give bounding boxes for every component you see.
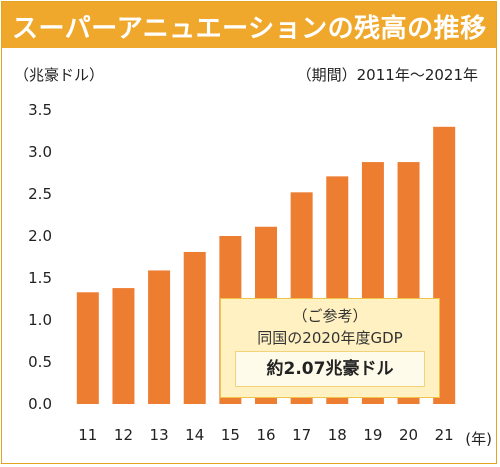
x-tick-label: 12 (114, 426, 133, 444)
x-tick-label: 15 (221, 426, 240, 444)
x-tick-label: 16 (256, 426, 275, 444)
bar-12 (112, 288, 135, 404)
y-axis-unit-label: （兆豪ドル） (14, 66, 105, 84)
bar-13 (148, 270, 171, 404)
x-tick-label: 14 (185, 426, 204, 444)
y-tick-label: 3.5 (28, 101, 52, 119)
gdp-note-box: （ご参考） 同国の2020年度GDP 約2.07兆豪ドル (220, 298, 440, 398)
chart-title: スーパーアニュエーションの残高の推移 (12, 14, 487, 44)
y-tick-label: 0.0 (28, 395, 52, 413)
period-label: （期間）2011年～2021年 (296, 66, 478, 84)
bar-11 (76, 292, 99, 404)
note-gdp-value: 約2.07兆豪ドル (235, 351, 425, 387)
x-axis-unit-label: (年) (465, 430, 492, 448)
y-tick-label: 3.0 (28, 143, 52, 161)
x-tick-label: 18 (328, 426, 347, 444)
y-tick-label: 2.5 (28, 185, 52, 203)
y-tick-label: 0.5 (28, 353, 52, 371)
y-tick-label: 1.5 (28, 269, 52, 287)
x-tick-label: 20 (399, 426, 418, 444)
y-tick-label: 2.0 (28, 227, 52, 245)
bar-14 (183, 251, 206, 404)
note-gdp-label: 同国の2020年度GDP (257, 329, 403, 347)
x-tick-label: 13 (150, 426, 169, 444)
y-tick-label: 1.0 (28, 311, 52, 329)
x-tick-label: 11 (78, 426, 97, 444)
note-reference-label: （ご参考） (292, 307, 368, 325)
x-tick-label: 19 (363, 426, 382, 444)
x-tick-label: 17 (292, 426, 311, 444)
x-tick-label: 21 (435, 426, 454, 444)
title-bar: スーパーアニュエーションの残高の推移 (2, 2, 496, 48)
